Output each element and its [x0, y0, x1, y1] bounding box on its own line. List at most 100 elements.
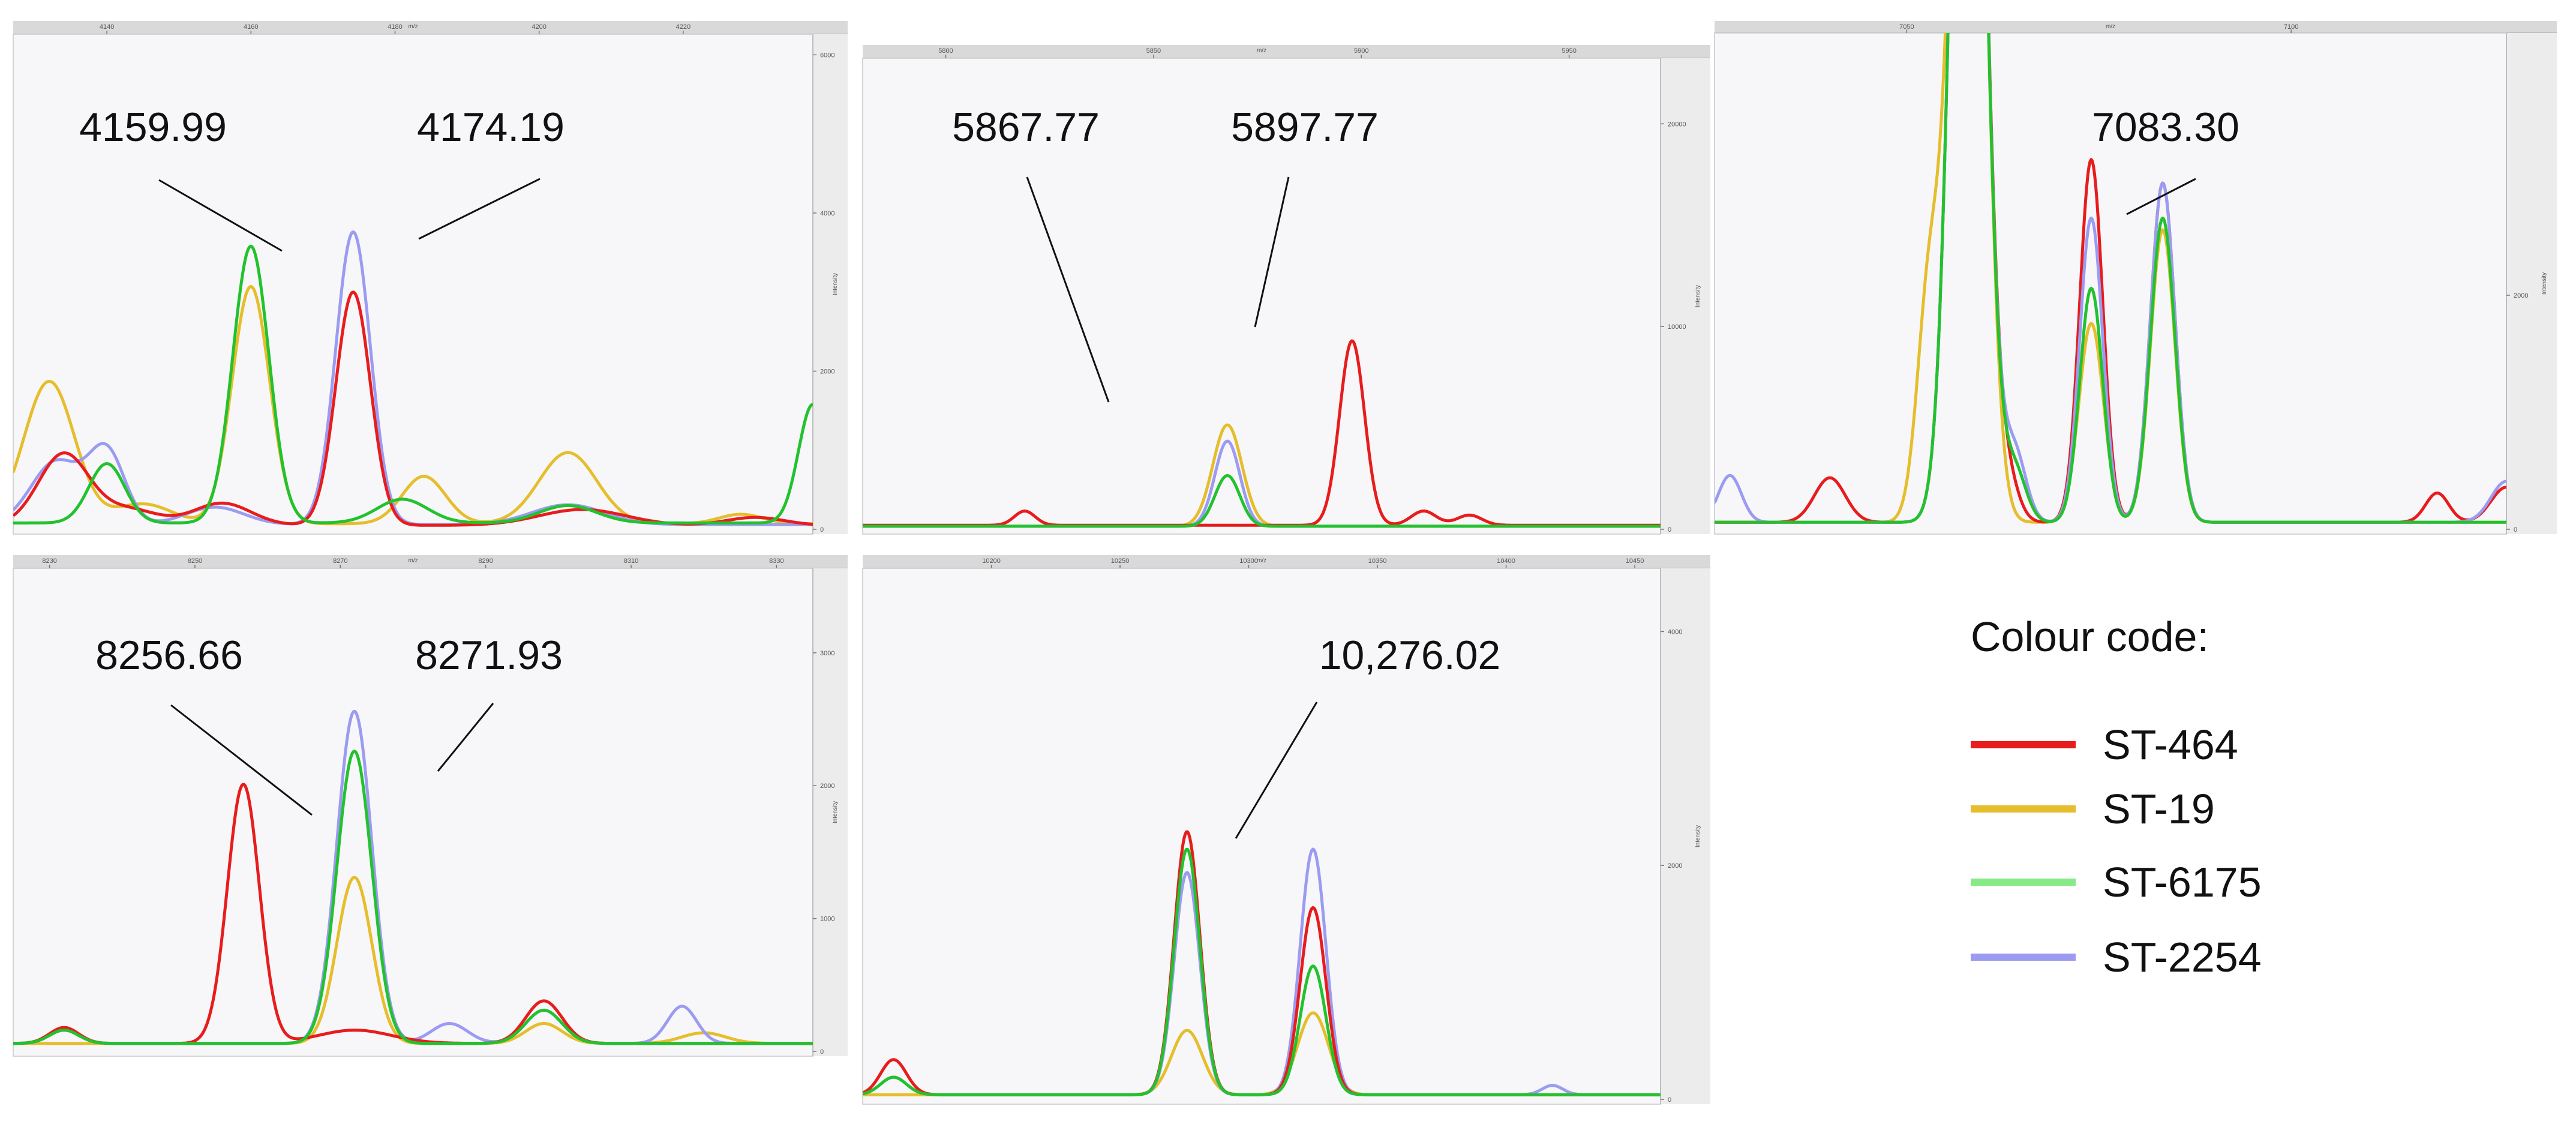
peak-label: 10,276.02 [1319, 633, 1501, 678]
legend-item: ST-2254 [1971, 934, 2262, 981]
peak-leader-line [1026, 176, 1110, 403]
x-tick-label: 8230 [42, 557, 56, 565]
x-tick-label: 8290 [478, 557, 493, 565]
spectrum-panel-2: 5800 5850 5900 5950 m/z 0 10000 20000 Intensity 5… [862, 45, 1710, 535]
legend-title: Colour code: [1971, 613, 2209, 660]
peak-leader-line [418, 178, 541, 240]
colour-code-legend: Colour code: ST-464 ST-19 ST-6175 ST-2254 [1971, 613, 2262, 981]
x-axis-title: m/z [1257, 47, 1266, 54]
legend-label: ST-19 [2103, 786, 2215, 832]
y-tick-label: 10000 [1668, 323, 1686, 331]
y-axis-title: Intensity [2541, 272, 2548, 295]
y-axis-title: Intensity [1695, 285, 1701, 307]
spectrum-panel-4: 8230 8250 8270 8290 8310 8330 m/z 0 1000 2000 3000… [13, 555, 848, 1057]
x-axis-title: m/z [408, 23, 418, 30]
y-axis-title: Intensity [832, 801, 839, 823]
x-axis-title: m/z [1257, 557, 1266, 564]
x-tick-label: 10350 [1368, 557, 1387, 565]
axis-header-strip [13, 555, 848, 568]
x-tick-label: 7050 [1899, 23, 1914, 31]
y-tick-label: 2000 [1668, 862, 1682, 870]
peak-label: 5867.77 [952, 104, 1100, 150]
y-tick-label: 0 [820, 1048, 824, 1056]
x-tick-label: 4180 [388, 23, 402, 31]
y-tick-label: 0 [1668, 526, 1671, 533]
peak-leader-line [170, 704, 313, 816]
x-tick-label: 4140 [100, 23, 114, 31]
intensity-axis-area [1661, 568, 1710, 1104]
x-tick-label: 8330 [769, 557, 783, 565]
x-tick-label: 8270 [333, 557, 347, 565]
x-tick-label: 5800 [938, 47, 953, 55]
spectrum-traces [13, 230, 813, 527]
x-tick-label: 5850 [1146, 47, 1161, 55]
x-axis-title: m/z [2106, 23, 2115, 30]
peak-label: 8256.66 [95, 633, 243, 678]
peak-label: 4159.99 [79, 104, 227, 150]
axis-header-strip [13, 21, 848, 34]
x-tick-label: 5900 [1354, 47, 1368, 55]
spectrum-panel-3: 7050 7100 m/z 0 2000 Intensity 7083.30 [1714, 21, 2557, 535]
spectrum-panel-1: 4140 4160 4180 4200 4220 m/z 0 2000 4000 6000 Inte… [13, 21, 848, 535]
x-tick-label: 10300 [1239, 557, 1258, 565]
y-tick-label: 2000 [820, 368, 834, 375]
axis-header-strip [863, 555, 1710, 568]
y-tick-label: 2000 [2514, 292, 2528, 299]
legend-label: ST-2254 [2103, 934, 2262, 981]
peak-leader-line [1235, 702, 1318, 839]
series-st-6175-line [13, 244, 813, 524]
spectrum-traces [1715, 33, 2506, 524]
y-tick-label: 2000 [820, 783, 834, 790]
x-tick-label: 8250 [188, 557, 202, 565]
y-tick-label: 1000 [820, 916, 834, 923]
intensity-axis-area [2506, 33, 2557, 534]
peak-leader-line [2126, 178, 2196, 215]
legend-item: ST-464 [1971, 721, 2238, 768]
legend-label: ST-464 [2103, 721, 2238, 768]
plot-area [862, 568, 1661, 1105]
x-tick-label: 7100 [2284, 23, 2298, 31]
intensity-axis-area [1661, 58, 1710, 534]
peak-leader-line [1254, 176, 1290, 328]
legend-item: ST-19 [1971, 786, 2215, 832]
plot-area [13, 568, 813, 1057]
series-st-6175-line [13, 750, 813, 1045]
y-tick-label: 0 [820, 526, 824, 533]
x-tick-label: 4160 [244, 23, 258, 31]
plot-area [13, 34, 813, 535]
x-tick-label: 5950 [1562, 47, 1576, 55]
peak-leader-line [158, 179, 283, 252]
peak-label: 4174.19 [417, 104, 565, 150]
axis-header-strip [1715, 21, 2557, 33]
intensity-axis-area [813, 568, 848, 1056]
peak-leader-line [437, 703, 494, 772]
y-tick-label: 4000 [1668, 628, 1682, 636]
peak-label: 5897.77 [1231, 104, 1379, 150]
y-axis-title: Intensity [832, 273, 839, 295]
series-st-6175-line [863, 474, 1661, 528]
y-tick-label: 20000 [1668, 121, 1686, 128]
peak-label: 8271.93 [415, 633, 563, 678]
legend-item: ST-6175 [1971, 859, 2262, 906]
intensity-axis-area [813, 34, 848, 534]
x-tick-label: 8310 [624, 557, 638, 565]
peak-label: 7083.30 [2092, 104, 2239, 150]
y-axis-title: Intensity [1695, 825, 1701, 847]
y-tick-label: 4000 [820, 210, 834, 217]
spectra-panels: 4140 4160 4180 4200 4220 m/z 0 2000 4000 6000 Inte… [13, 21, 2557, 1105]
spectrum-traces [863, 830, 1661, 1096]
x-tick-label: 4220 [676, 23, 690, 31]
x-tick-label: 10400 [1497, 557, 1515, 565]
spectrum-panel-5: 10200 10250 10300 10350 10400 10450 m/z 0 2000 40… [862, 555, 1710, 1105]
legend-label: ST-6175 [2103, 859, 2262, 906]
x-axis-title: m/z [408, 557, 418, 564]
x-tick-label: 10450 [1626, 557, 1644, 565]
spectrum-traces [863, 339, 1661, 528]
axis-header-strip [863, 45, 1710, 58]
y-tick-label: 0 [1668, 1096, 1671, 1104]
series-st-6175-line [1715, 33, 2506, 524]
y-tick-label: 6000 [820, 52, 834, 59]
y-tick-label: 3000 [820, 650, 834, 657]
y-tick-label: 0 [2514, 526, 2517, 533]
